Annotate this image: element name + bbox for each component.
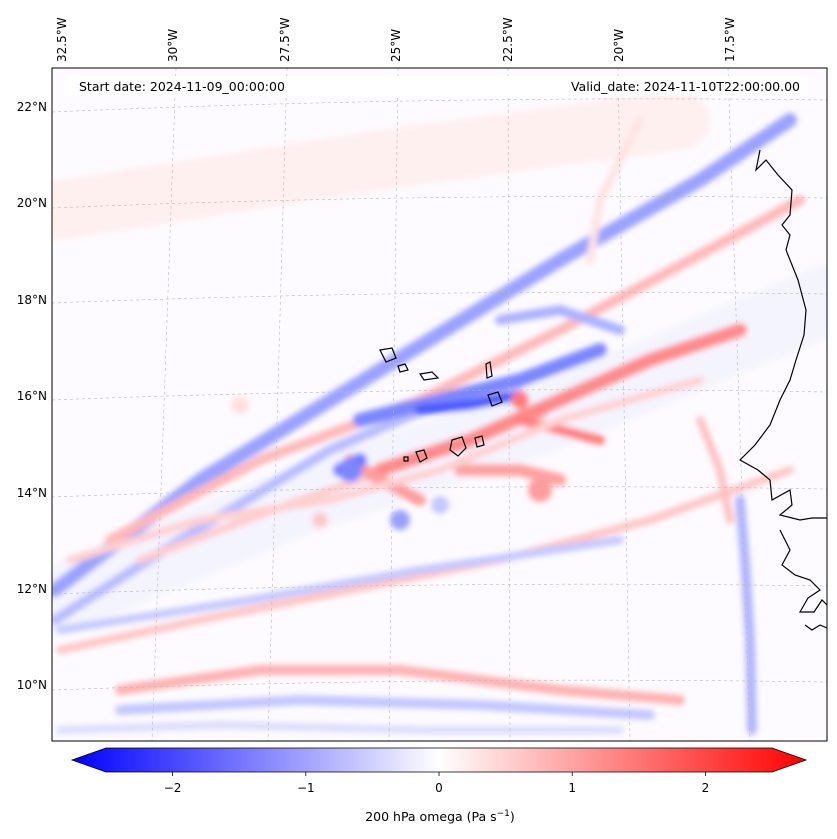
island-santiago — [449, 436, 467, 457]
colorbar: −2 −1 0 1 2 200 hPa omega (Pa s−1) — [70, 747, 808, 824]
omega-field — [52, 68, 827, 741]
lon-label: 27.5°W — [278, 17, 292, 62]
island-fogo — [415, 449, 428, 463]
island-santo-antao — [379, 347, 397, 363]
island-boa-vista — [487, 391, 503, 407]
lon-label: 32.5°W — [55, 17, 69, 62]
lat-label: 10°N — [17, 678, 47, 692]
colorbar-tick-label: 2 — [702, 781, 710, 795]
island-sal — [485, 361, 493, 379]
island-brava — [403, 456, 409, 462]
lat-label: 20°N — [17, 196, 47, 210]
colorbar-label: 200 hPa omega (Pa s−1) — [365, 809, 515, 824]
island-maio — [474, 435, 485, 448]
colorbar-tick-label: 0 — [435, 781, 443, 795]
colorbar-tick-label: −1 — [297, 781, 315, 795]
colorbar-body — [70, 747, 808, 773]
lon-label: 17.5°W — [723, 17, 737, 62]
graticule — [52, 68, 827, 741]
red-band-south — [115, 665, 685, 705]
africa-coast — [739, 149, 827, 521]
coastline — [379, 149, 827, 631]
map-frame — [51, 67, 828, 742]
date-header-bar — [68, 76, 808, 96]
lat-label: 22°N — [17, 100, 47, 114]
colorbar-tick-label: −2 — [164, 781, 182, 795]
lat-label: 12°N — [17, 582, 47, 596]
lon-label: 22.5°W — [501, 17, 515, 62]
lon-label: 20°W — [612, 29, 626, 62]
valid-date-label: Valid_date: 2024-11-10T22:00:00.00 — [571, 79, 800, 94]
start-date-label: Start date: 2024-11-09_00:00:00 — [79, 79, 285, 94]
lon-label: 30°W — [166, 29, 180, 62]
map-panel: Start date: 2024-11-09_00:00:00 Valid_da… — [51, 67, 828, 742]
longitude-labels: 32.5°W 30°W 27.5°W 25°W 22.5°W 20°W 17.5… — [55, 17, 737, 62]
lat-label: 18°N — [17, 293, 47, 307]
colorbar-ticks: −2 −1 0 1 2 — [164, 772, 709, 795]
blue-band-north — [52, 113, 797, 597]
lat-label: 14°N — [17, 486, 47, 500]
lon-label: 25°W — [389, 29, 403, 62]
latitude-labels: 22°N 20°N 18°N 16°N 14°N 12°N 10°N — [17, 100, 47, 692]
island-sao-vicente — [397, 363, 409, 373]
red-band-central — [373, 323, 747, 477]
lat-label: 16°N — [17, 389, 47, 403]
island-sao-nicolau — [418, 371, 440, 381]
colorbar-tick-label: 1 — [568, 781, 576, 795]
